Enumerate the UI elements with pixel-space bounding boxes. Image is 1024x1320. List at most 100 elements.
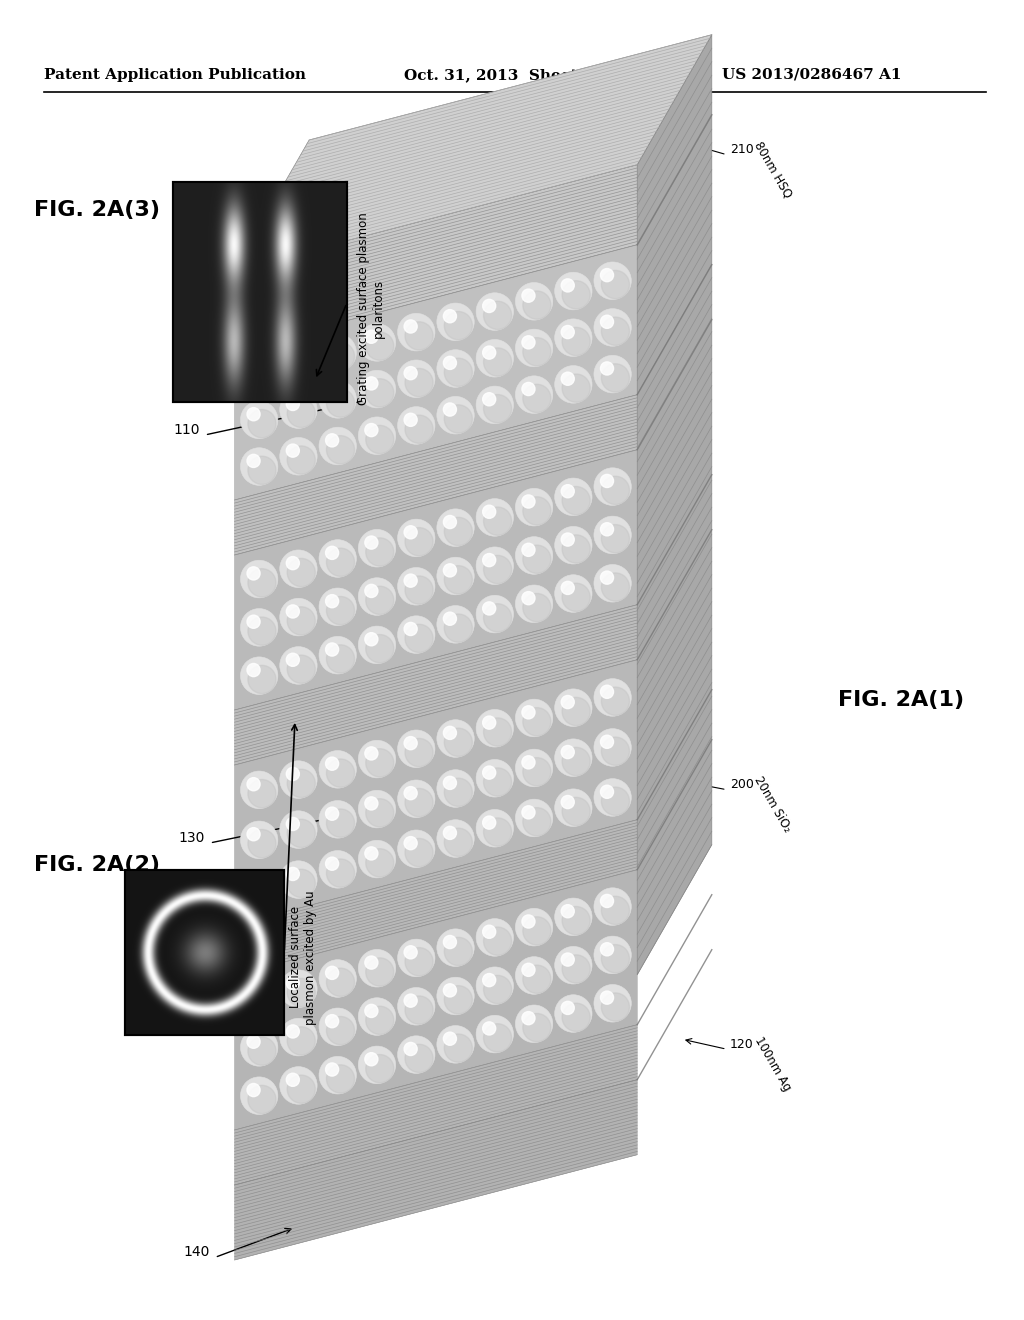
Circle shape — [443, 356, 457, 370]
Circle shape — [444, 566, 472, 594]
Circle shape — [522, 915, 535, 928]
Circle shape — [287, 607, 315, 635]
Circle shape — [280, 760, 317, 799]
Circle shape — [241, 657, 278, 694]
Circle shape — [241, 1028, 278, 1067]
Circle shape — [555, 527, 592, 564]
Text: 210: 210 — [730, 143, 754, 156]
Polygon shape — [234, 605, 637, 766]
Text: 200: 200 — [730, 779, 754, 791]
Circle shape — [319, 960, 356, 998]
Circle shape — [404, 737, 417, 750]
Circle shape — [319, 587, 356, 626]
Circle shape — [287, 1024, 299, 1038]
Circle shape — [562, 281, 590, 309]
Circle shape — [561, 904, 574, 917]
Circle shape — [241, 401, 278, 438]
Circle shape — [483, 301, 512, 330]
Circle shape — [319, 850, 356, 888]
Circle shape — [443, 776, 457, 789]
Circle shape — [326, 643, 339, 656]
Text: 140: 140 — [183, 1246, 210, 1259]
Circle shape — [437, 929, 474, 966]
Circle shape — [594, 261, 632, 300]
Circle shape — [523, 808, 551, 836]
Circle shape — [406, 948, 433, 975]
Circle shape — [280, 1018, 317, 1056]
Text: FIG. 2A(1): FIG. 2A(1) — [838, 690, 964, 710]
Circle shape — [523, 594, 551, 622]
Circle shape — [366, 586, 394, 614]
Circle shape — [366, 379, 394, 407]
Circle shape — [515, 585, 553, 623]
Circle shape — [523, 545, 551, 573]
Circle shape — [248, 780, 276, 808]
Circle shape — [522, 591, 535, 605]
Text: FIG. 2A(2): FIG. 2A(2) — [34, 855, 160, 875]
Circle shape — [404, 623, 417, 635]
Circle shape — [482, 506, 496, 519]
Circle shape — [326, 758, 339, 771]
Circle shape — [280, 647, 317, 684]
Circle shape — [287, 977, 299, 990]
Circle shape — [366, 1055, 394, 1082]
Circle shape — [443, 726, 457, 739]
Circle shape — [247, 566, 260, 579]
Circle shape — [366, 635, 394, 663]
Circle shape — [287, 978, 315, 1007]
Circle shape — [366, 748, 394, 777]
Circle shape — [515, 376, 553, 413]
Circle shape — [241, 447, 278, 486]
Circle shape — [280, 550, 317, 587]
Circle shape — [600, 474, 613, 487]
Circle shape — [601, 271, 630, 298]
Circle shape — [600, 685, 613, 698]
Circle shape — [476, 1015, 513, 1053]
Circle shape — [241, 871, 278, 908]
Circle shape — [280, 861, 317, 899]
Polygon shape — [234, 1024, 637, 1185]
Circle shape — [326, 546, 339, 560]
Circle shape — [523, 290, 551, 319]
Text: 110: 110 — [173, 422, 200, 437]
Circle shape — [523, 758, 551, 785]
Bar — [125, 870, 285, 1035]
Circle shape — [319, 751, 356, 788]
Circle shape — [561, 279, 574, 292]
Circle shape — [476, 499, 513, 536]
Circle shape — [406, 995, 433, 1024]
Circle shape — [523, 708, 551, 735]
Circle shape — [404, 574, 417, 587]
Circle shape — [241, 354, 278, 392]
Circle shape — [522, 756, 535, 770]
Text: Grating excited surface plasmon
polaritons: Grating excited surface plasmon polarito… — [356, 213, 385, 405]
Circle shape — [483, 556, 512, 583]
Circle shape — [319, 636, 356, 675]
Circle shape — [594, 565, 632, 602]
Circle shape — [326, 857, 339, 870]
Text: Oct. 31, 2013  Sheet 2 of 16: Oct. 31, 2013 Sheet 2 of 16 — [403, 69, 641, 82]
Circle shape — [365, 747, 378, 760]
Circle shape — [594, 309, 632, 346]
Circle shape — [247, 878, 260, 891]
Circle shape — [437, 396, 474, 434]
Circle shape — [327, 759, 354, 787]
Circle shape — [247, 987, 260, 1001]
Circle shape — [562, 487, 590, 515]
Circle shape — [319, 428, 356, 465]
Circle shape — [561, 326, 574, 339]
Circle shape — [326, 1015, 339, 1028]
Circle shape — [482, 602, 496, 615]
Circle shape — [358, 323, 395, 362]
Circle shape — [358, 998, 395, 1035]
Circle shape — [327, 548, 354, 577]
Circle shape — [562, 535, 590, 564]
Circle shape — [444, 828, 472, 857]
Circle shape — [247, 454, 260, 467]
Circle shape — [601, 688, 630, 715]
Circle shape — [280, 391, 317, 429]
Circle shape — [555, 946, 592, 983]
Circle shape — [522, 706, 535, 719]
Circle shape — [327, 968, 354, 997]
Circle shape — [483, 603, 512, 632]
